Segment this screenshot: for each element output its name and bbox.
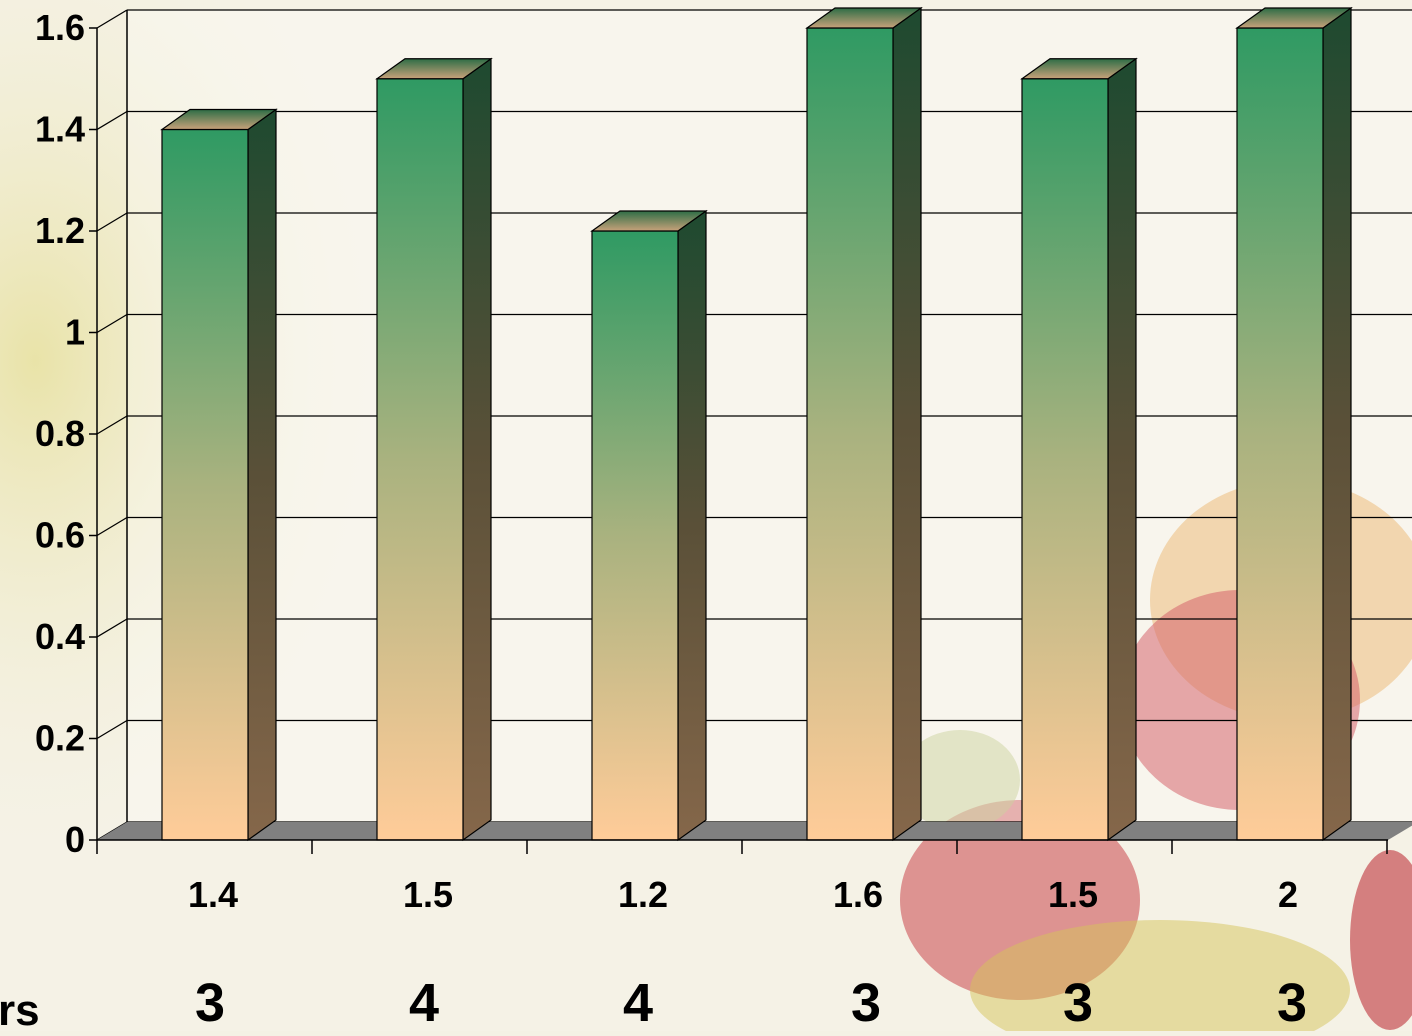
bar	[1235, 6, 1353, 842]
bar-side	[1322, 6, 1352, 842]
bar	[160, 108, 278, 842]
bar-side	[677, 209, 707, 842]
y-tick-label: 1	[65, 312, 85, 353]
x-tick-label: 1.5	[1048, 874, 1098, 915]
bar-front	[1021, 78, 1109, 841]
y-tick-label: 0	[65, 819, 85, 860]
bar-top	[590, 210, 708, 232]
bottom-row-value: 3	[194, 973, 226, 1033]
gridline-diagonal	[96, 212, 128, 232]
bar	[590, 209, 708, 842]
x-tick-label: 1.5	[403, 874, 453, 915]
y-tick-labels: 0 0.2 0.4 0.6 0.8 1 1.2 1.4 1.6	[35, 7, 85, 860]
bar-top	[805, 7, 923, 29]
bar-side	[1107, 57, 1137, 842]
bottom-row-value: 3	[850, 973, 882, 1033]
bar	[1020, 57, 1138, 842]
bar-front	[161, 128, 249, 841]
gridline-diagonal	[96, 9, 128, 29]
y-tick-label: 0.2	[35, 718, 85, 759]
bottom-row-label: rs	[0, 986, 40, 1035]
y-tick-label: 1.2	[35, 210, 85, 251]
gridlines	[96, 9, 1412, 841]
bar-top	[375, 58, 493, 80]
x-tick-label: 1.2	[618, 874, 668, 915]
bar	[375, 57, 493, 842]
bar-front	[376, 78, 464, 841]
y-tick-label: 0.6	[35, 515, 85, 556]
gridline-diagonal	[96, 516, 128, 537]
x-axis	[96, 839, 1388, 854]
x-tick-label: 1.4	[188, 874, 238, 915]
gridline-diagonal	[96, 618, 128, 638]
bar	[805, 6, 923, 842]
gridline-diagonal	[96, 415, 128, 435]
bar-front	[1236, 27, 1324, 841]
bar-front	[806, 27, 894, 841]
bars	[160, 6, 1353, 842]
gridline-diagonal	[96, 110, 128, 131]
y-tick-label: 0.8	[35, 413, 85, 454]
bar-side	[462, 57, 492, 842]
gridline-diagonal	[96, 719, 128, 740]
bar-top	[1235, 7, 1353, 29]
bar-side	[892, 6, 922, 842]
bar-side	[247, 108, 277, 842]
bottom-row-value: 4	[408, 973, 440, 1033]
y-tick-label: 1.6	[35, 7, 85, 48]
y-axis	[89, 10, 128, 841]
y-tick-label: 0.4	[35, 616, 85, 657]
x-tick-label: 2	[1278, 874, 1298, 915]
gridline-diagonal	[96, 313, 128, 334]
bar-top	[160, 108, 278, 131]
x-tick-labels: 1.4 1.5 1.2 1.6 1.5 2	[188, 874, 1298, 915]
chart-floor	[97, 822, 1412, 840]
bottom-row-value: 3	[1062, 973, 1094, 1033]
x-tick-label: 1.6	[833, 874, 883, 915]
bottom-row-value: 3	[1276, 973, 1308, 1033]
y-tick-label: 1.4	[35, 109, 85, 150]
bar-top	[1020, 58, 1138, 80]
bar-front	[591, 230, 679, 841]
bottom-row-value: 4	[622, 973, 654, 1033]
